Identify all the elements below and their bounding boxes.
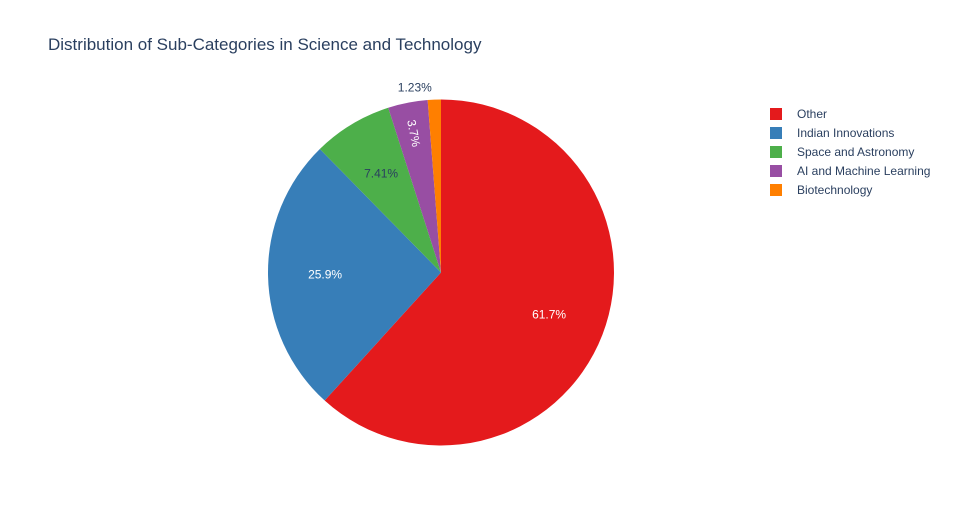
legend-item-other[interactable]: Other bbox=[770, 107, 827, 121]
slice-label-space-and-astronomy: 7.41% bbox=[364, 166, 398, 180]
legend-swatch bbox=[770, 165, 782, 177]
pie-slice-space-and-astronomy[interactable] bbox=[319, 107, 441, 273]
legend-label: Indian Innovations bbox=[797, 126, 894, 140]
legend-swatch bbox=[770, 146, 782, 158]
legend-swatch bbox=[770, 127, 782, 139]
pie-slice-biotechnology[interactable] bbox=[427, 99, 441, 273]
legend-label: AI and Machine Learning bbox=[797, 164, 930, 178]
legend: Other Indian Innovations Space and Astrono… bbox=[770, 107, 930, 197]
pie-slice-ai-and-machine-learning[interactable] bbox=[388, 100, 441, 273]
slice-label-indian-innovations: 25.9% bbox=[308, 268, 342, 282]
slice-label-ai-and-machine-learning: 3.7% bbox=[404, 119, 423, 149]
legend-item-ai-and-machine-learning[interactable]: AI and Machine Learning bbox=[770, 164, 930, 178]
slice-label-other: 61.7% bbox=[532, 307, 566, 321]
chart-title: Distribution of Sub-Categories in Scienc… bbox=[48, 35, 482, 54]
legend-label: Biotechnology bbox=[797, 183, 872, 197]
legend-label: Other bbox=[797, 107, 827, 121]
legend-item-indian-innovations[interactable]: Indian Innovations bbox=[770, 126, 894, 140]
legend-swatch bbox=[770, 108, 782, 120]
legend-label: Space and Astronomy bbox=[797, 145, 914, 159]
pie-slice-other[interactable] bbox=[324, 99, 614, 446]
pie-slice-labels: 61.7% 25.9% 7.41% 3.7% 1.23% bbox=[308, 81, 566, 322]
pie-slices bbox=[267, 99, 614, 446]
slice-label-biotechnology: 1.23% bbox=[398, 81, 432, 95]
pie-slice-indian-innovations[interactable] bbox=[267, 149, 441, 401]
legend-swatch bbox=[770, 184, 782, 196]
legend-item-space-and-astronomy[interactable]: Space and Astronomy bbox=[770, 145, 914, 159]
legend-item-biotechnology[interactable]: Biotechnology bbox=[770, 183, 872, 197]
